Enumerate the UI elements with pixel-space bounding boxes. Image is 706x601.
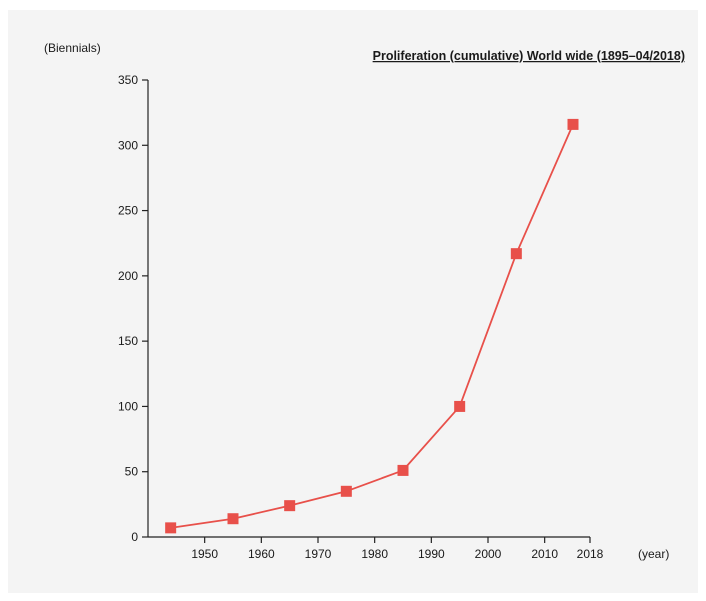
x-axis-label: (year) (638, 547, 669, 561)
y-tick-label: 200 (118, 269, 138, 283)
x-tick-label: 2018 (577, 547, 604, 561)
data-point (510, 248, 522, 260)
x-tick-label: 1980 (361, 547, 388, 561)
x-tick-label: 1950 (191, 547, 218, 561)
chart-title: Proliferation (cumulative) World wide (1… (373, 49, 685, 63)
data-point (397, 464, 409, 476)
ticks: 0 50 100 150 200 250 300 350 1950 1960 1970 1980 199… (118, 73, 604, 561)
y-tick-label: 100 (118, 399, 138, 413)
data-point (567, 118, 579, 130)
x-tick-label: 2010 (531, 547, 558, 561)
series-line (170, 124, 574, 529)
series (165, 118, 579, 534)
axes (147, 80, 590, 538)
y-tick-label: 50 (125, 465, 139, 479)
x-tick-label: 1990 (418, 547, 445, 561)
x-tick-label: 1960 (248, 547, 275, 561)
y-tick-label: 0 (131, 530, 138, 544)
data-point (340, 485, 352, 497)
y-tick-label: 150 (118, 334, 138, 348)
data-point (227, 513, 239, 525)
data-point (454, 400, 466, 412)
y-tick-label: 250 (118, 204, 138, 218)
x-tick-label: 2000 (475, 547, 502, 561)
x-tick-label: 1970 (305, 547, 332, 561)
data-point (284, 500, 296, 512)
y-tick-label: 350 (118, 73, 138, 87)
data-point (165, 522, 177, 534)
y-axis-label: (Biennials) (44, 41, 101, 55)
y-tick-label: 300 (118, 138, 138, 152)
chart-card (8, 10, 698, 593)
